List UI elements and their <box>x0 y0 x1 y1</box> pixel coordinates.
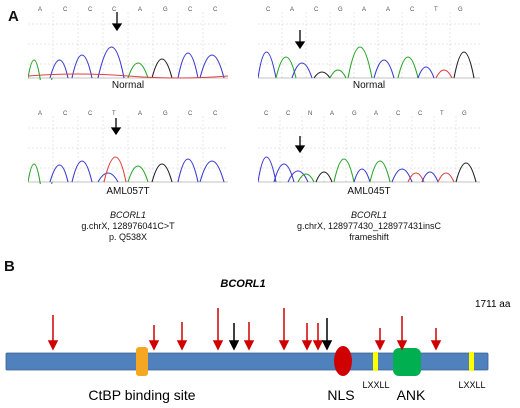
base-label: G <box>163 111 168 117</box>
mutation-arrow-black <box>321 318 333 351</box>
mutation-arrow-red <box>148 325 160 351</box>
mutation-effect: frameshift <box>349 232 389 242</box>
gene-title: BCORL1 <box>220 278 265 290</box>
protein-length: 1711 aa <box>475 299 511 310</box>
ank-label: ANK <box>397 387 426 403</box>
base-label: C <box>418 111 423 117</box>
base-label: N <box>308 111 312 117</box>
mutation-position-arrow <box>111 12 123 32</box>
base-label: C <box>112 7 117 13</box>
base-label: G <box>352 111 357 117</box>
mutation-coordinate: g.chrX, 128976041C>T <box>81 221 175 231</box>
lxxll-label-1: LXXLL <box>362 380 389 390</box>
lxxll-motif-2 <box>469 352 474 371</box>
caption-bottom-left: AML057T <box>106 186 150 197</box>
mutation-arrow-red <box>312 323 324 351</box>
base-label: C <box>396 111 401 117</box>
base-label: T <box>112 111 116 117</box>
base-label: C <box>63 7 68 13</box>
base-label: A <box>330 111 334 117</box>
lxxll-motif-1 <box>373 352 378 371</box>
base-label: C <box>314 7 319 13</box>
mutation-position-arrow <box>110 118 122 136</box>
base-label: C <box>266 7 271 13</box>
mutation-arrow-red <box>396 316 408 351</box>
ctbp-label: CtBP binding site <box>88 387 195 403</box>
base-label: T <box>434 7 438 13</box>
base-label: C <box>88 111 93 117</box>
mutation-gene: BCORL1 <box>350 210 387 220</box>
mutation-arrow-red <box>176 322 188 351</box>
base-label: C <box>63 111 68 117</box>
mutation-arrow-red <box>301 323 313 351</box>
base-label: C <box>188 111 193 117</box>
mutation-position-arrow <box>294 30 306 50</box>
base-label: C <box>286 111 291 117</box>
mutation-arrow-red <box>47 315 59 351</box>
chromatogram-top-right: C A C G A A C T G <box>258 2 480 80</box>
ctbp-binding-domain <box>136 347 148 376</box>
nls-domain <box>334 346 352 376</box>
protein-backbone <box>5 352 489 371</box>
base-label: G <box>163 7 168 13</box>
mutation-arrow-black <box>228 323 240 351</box>
panel-b-label: B <box>4 258 15 275</box>
caption-bottom-right: AML045T <box>347 186 391 197</box>
base-label: C <box>410 7 415 13</box>
mutation-effect: p. Q538X <box>108 232 148 242</box>
mutation-arrow-red <box>278 308 290 351</box>
mutation-gene: BCORL1 <box>109 210 146 220</box>
chromatogram-bottom-right: C C N A G A C C T G <box>258 106 480 184</box>
mutation-arrow-red <box>212 308 224 351</box>
ank-domain <box>393 348 421 376</box>
mutation-position-arrow <box>294 136 306 154</box>
base-label: A <box>362 7 366 13</box>
mutation-annotation-left: BCORL1 g.chrX, 128976041C>T p. Q538X <box>28 210 228 243</box>
base-label: C <box>213 7 218 13</box>
base-label: G <box>458 7 463 13</box>
nls-label: NLS <box>327 387 354 403</box>
base-label: A <box>138 111 142 117</box>
protein-domain-diagram: BCORL1 1711 aa CtBP binding site NLS LXX… <box>5 278 511 403</box>
base-label: A <box>386 7 390 13</box>
base-label: A <box>290 7 294 13</box>
mutation-coordinate: g.chrX, 128977430_128977431insC <box>296 221 442 231</box>
caption-top-left: Normal <box>111 80 145 91</box>
lxxll-label-2: LXXLL <box>458 380 485 390</box>
mutation-arrow-red <box>243 322 255 351</box>
panel-a-label: A <box>8 8 19 25</box>
chromatogram-bottom-left: A C C T A G C C <box>28 106 228 184</box>
base-label: A <box>138 7 142 13</box>
mutation-annotation-right: BCORL1 g.chrX, 128977430_128977431insC f… <box>238 210 500 243</box>
base-label: G <box>462 111 467 117</box>
chromatogram-top-left: A C C C A G C C <box>28 2 228 80</box>
caption-top-right: Normal <box>352 80 386 91</box>
base-label: G <box>338 7 343 13</box>
base-label: C <box>88 7 93 13</box>
base-label: A <box>374 111 378 117</box>
base-label: A <box>38 111 42 117</box>
base-label: C <box>188 7 193 13</box>
mutation-arrow-red <box>430 328 442 351</box>
base-label: T <box>440 111 444 117</box>
base-label: C <box>264 111 269 117</box>
mutation-arrow-red <box>374 328 386 351</box>
base-label: A <box>38 7 42 13</box>
base-label: C <box>213 111 218 117</box>
